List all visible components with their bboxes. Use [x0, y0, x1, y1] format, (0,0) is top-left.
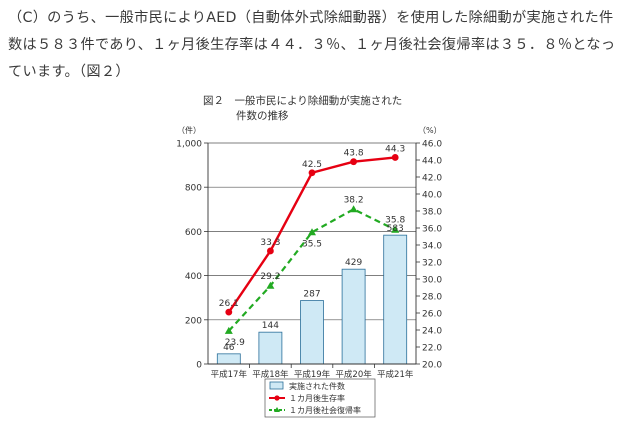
survival-label-0: 26.1	[219, 299, 239, 309]
right-tick-label-11: 42.0	[422, 174, 442, 184]
right-tick-label-13: 46.0	[422, 140, 442, 150]
legend-marker-social	[274, 407, 280, 412]
survival-label-3: 43.8	[344, 149, 364, 159]
axes: 0 200 400 600 800 1,000 20.0 22.0 24.0 26.0 28.0 30…	[176, 140, 442, 381]
survival-marker-2	[308, 169, 316, 177]
paragraph-line-2: 数は５８３件であり、１ヶ月後生存率は４４．３％、１ヶ月後社会復帰率は３５．８％と…	[8, 37, 616, 53]
survival-label-1: 33.3	[260, 238, 280, 248]
right-tick-label-0: 20.0	[422, 361, 442, 371]
social-return-label-0: 23.9	[225, 338, 245, 348]
bar-1	[258, 331, 283, 365]
social-return-label-4: 35.8	[385, 216, 405, 226]
bar-label-3: 429	[345, 258, 362, 268]
paragraph-line-3: ています。（図２）	[8, 64, 130, 80]
right-tick-label-4: 28.0	[422, 293, 442, 303]
right-tick-label-8: 36.0	[422, 225, 442, 235]
left-tick-label-5: 1,000	[176, 140, 202, 150]
right-tick-label-6: 32.0	[422, 259, 442, 269]
bar-0	[216, 353, 241, 365]
right-tick-label-5: 30.0	[422, 276, 442, 286]
legend-label-social: １カ月後社会復帰率	[289, 405, 361, 415]
line-series	[224, 154, 400, 334]
left-tick-label-3: 600	[185, 228, 202, 238]
right-axis-unit: （%）	[418, 126, 442, 135]
category-label-3: 平成20年	[335, 369, 372, 380]
category-label-2: 平成19年	[294, 369, 331, 380]
social-return-marker-4	[391, 225, 400, 233]
category-label-1: 平成18年	[252, 369, 289, 380]
legend-swatch-bars	[269, 381, 284, 390]
bar-4	[383, 234, 408, 365]
survival-label-2: 42.5	[302, 160, 322, 170]
bar-label-2: 287	[303, 290, 320, 300]
right-tick-label-1: 22.0	[422, 344, 442, 354]
intro-paragraph: （C）のうち、一般市民によりAED（自動体外式除細動器）を使用した除細動が実施さ…	[8, 5, 636, 86]
social-return-label-1: 29.2	[260, 272, 280, 282]
social-return-marker-0	[224, 326, 233, 334]
legend-label-survival: １カ月後生存率	[289, 393, 345, 403]
right-tick-label-7: 34.0	[422, 242, 442, 252]
social-return-line	[227, 208, 396, 332]
right-tick-label-2: 24.0	[422, 327, 442, 337]
legend-marker-survival	[274, 395, 280, 401]
survival-marker-3	[350, 158, 357, 166]
right-tick-label-12: 44.0	[422, 157, 442, 167]
data-labels: 46 144 287 429 583 26.1 33.3 42.5 43.8 44.3 23.9 29…	[219, 144, 406, 352]
right-tick-label-9: 38.0	[422, 208, 442, 218]
survival-label-4: 44.3	[385, 144, 405, 154]
social-return-marker-2	[308, 228, 316, 236]
social-return-label-2: 35.5	[302, 239, 322, 249]
social-return-label-3: 38.2	[344, 195, 364, 205]
chart-title-line-1: 図２ 一般市民により除細動が実施された	[203, 94, 402, 107]
social-return-marker-3	[349, 205, 358, 213]
legend-label-bars: 実施された件数	[289, 381, 345, 391]
bar-2	[300, 300, 324, 365]
right-tick-label-10: 40.0	[422, 191, 442, 201]
paragraph-line-1: （C）のうち、一般市民によりAED（自動体外式除細動器）を使用した除細動が実施さ…	[8, 10, 614, 26]
left-tick-label-4: 800	[185, 184, 202, 194]
left-tick-label-2: 400	[185, 272, 202, 282]
category-label-4: 平成21年	[377, 369, 414, 380]
survival-marker-0	[225, 308, 233, 316]
survival-marker-4	[391, 154, 399, 161]
bar-3	[341, 268, 366, 365]
left-tick-label-1: 200	[185, 316, 202, 326]
right-tick-label-3: 26.0	[422, 310, 442, 320]
legend: 実施された件数 １カ月後生存率 １カ月後社会復帰率	[264, 378, 376, 418]
left-tick-label-0: 0	[196, 361, 202, 371]
bar-label-4: 583	[387, 224, 404, 234]
bar-series	[216, 234, 408, 365]
social-return-marker-1	[266, 281, 275, 289]
left-axis-unit: （件）	[177, 125, 201, 135]
bar-label-1: 144	[262, 321, 279, 331]
chart-title-line-2: 件数の推移	[236, 109, 289, 122]
bar-label-0: 46	[223, 343, 235, 353]
survival-marker-1	[267, 247, 274, 255]
category-label-0: 平成17年	[211, 369, 248, 380]
